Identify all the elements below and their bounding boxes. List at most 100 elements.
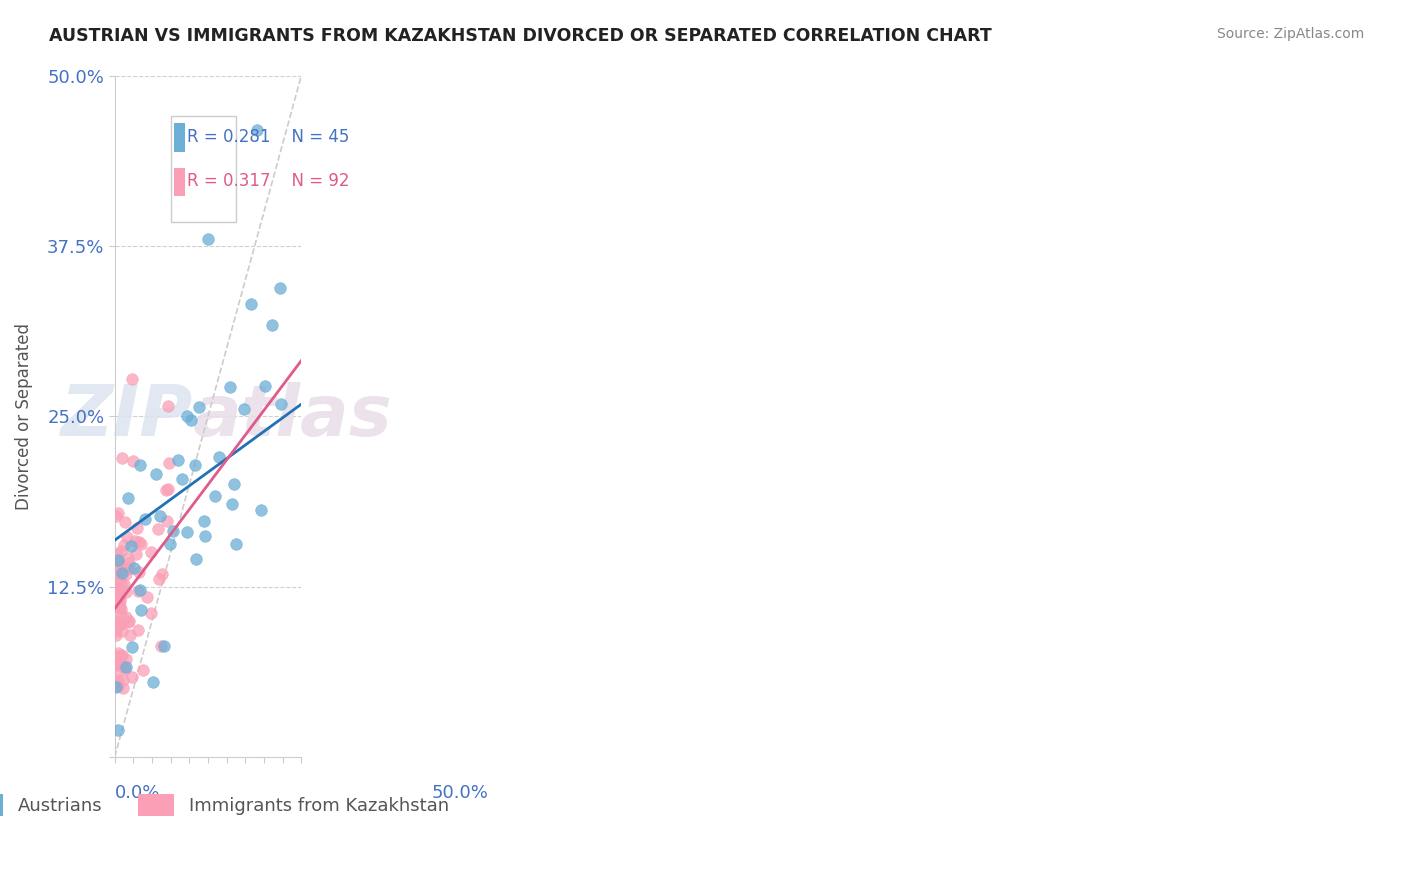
Point — [240, 297, 263, 311]
Point — [117, 551, 139, 566]
Point — [117, 562, 139, 576]
Point — [104, 508, 127, 523]
Point — [108, 594, 131, 608]
Point — [219, 380, 242, 394]
Point — [115, 660, 138, 674]
Point — [193, 514, 215, 528]
Point — [104, 650, 127, 665]
Point — [105, 583, 128, 598]
Point — [115, 530, 138, 544]
Point — [142, 675, 165, 690]
Point — [121, 372, 143, 386]
Point — [108, 573, 131, 587]
Point — [110, 544, 132, 558]
Text: 50.0%: 50.0% — [432, 784, 488, 802]
Point — [124, 534, 146, 549]
Point — [114, 662, 136, 676]
Point — [150, 566, 173, 581]
Point — [184, 458, 207, 473]
Point — [110, 607, 132, 621]
Point — [139, 545, 162, 559]
Point — [107, 565, 129, 579]
Text: ZIP: ZIP — [60, 382, 193, 450]
Point — [159, 537, 181, 551]
Point — [110, 601, 132, 615]
Point — [208, 450, 231, 464]
Point — [105, 595, 128, 609]
FancyBboxPatch shape — [174, 168, 186, 196]
Point — [114, 515, 136, 529]
FancyBboxPatch shape — [174, 123, 186, 152]
Point — [125, 547, 148, 561]
Point — [153, 639, 176, 653]
Point — [179, 178, 201, 192]
Text: R = 0.317    N = 92: R = 0.317 N = 92 — [187, 172, 350, 190]
Point — [155, 483, 177, 497]
Point — [197, 232, 219, 246]
Point — [145, 467, 167, 482]
Point — [107, 652, 129, 666]
Point — [224, 477, 246, 491]
Point — [125, 521, 148, 535]
Point — [108, 583, 131, 598]
Point — [104, 658, 127, 673]
Point — [110, 648, 132, 663]
Point — [148, 573, 170, 587]
Point — [110, 591, 132, 606]
Point — [107, 653, 129, 667]
Point — [149, 509, 172, 524]
Point — [127, 623, 149, 637]
Point — [111, 451, 134, 466]
Point — [141, 606, 163, 620]
Point — [132, 663, 155, 677]
Point — [131, 537, 153, 551]
Point — [110, 600, 132, 615]
Point — [122, 561, 145, 575]
Point — [114, 585, 136, 599]
Text: atlas: atlas — [193, 382, 392, 450]
Point — [105, 592, 128, 607]
Point — [188, 400, 211, 414]
Point — [107, 507, 129, 521]
Point — [120, 627, 142, 641]
Point — [249, 503, 271, 517]
Point — [253, 378, 276, 392]
Point — [112, 660, 135, 674]
Point — [104, 589, 127, 603]
Point — [129, 602, 152, 616]
Legend: Austrians, Immigrants from Kazakhstan: Austrians, Immigrants from Kazakhstan — [0, 787, 456, 823]
Point — [104, 593, 127, 607]
Point — [104, 568, 127, 582]
Point — [221, 497, 243, 511]
Point — [129, 582, 152, 597]
Point — [107, 555, 129, 569]
Point — [107, 646, 129, 660]
Point — [270, 397, 292, 411]
Point — [111, 566, 134, 581]
Point — [122, 454, 145, 468]
Point — [117, 615, 139, 629]
Point — [104, 597, 127, 611]
Point — [204, 489, 226, 503]
Point — [110, 577, 132, 591]
Point — [112, 673, 135, 688]
Point — [107, 559, 129, 574]
Point — [110, 615, 132, 630]
Point — [112, 538, 135, 552]
Point — [104, 628, 127, 642]
Point — [107, 573, 129, 587]
Point — [170, 472, 193, 486]
Point — [128, 566, 150, 580]
Point — [111, 624, 134, 639]
Point — [167, 453, 190, 467]
Point — [104, 599, 127, 613]
Point — [162, 524, 184, 538]
Point — [157, 482, 180, 496]
Point — [156, 514, 179, 528]
Point — [114, 567, 136, 582]
Point — [107, 649, 129, 664]
Point — [194, 529, 217, 543]
Point — [225, 537, 247, 551]
Point — [107, 657, 129, 671]
Point — [104, 665, 127, 680]
